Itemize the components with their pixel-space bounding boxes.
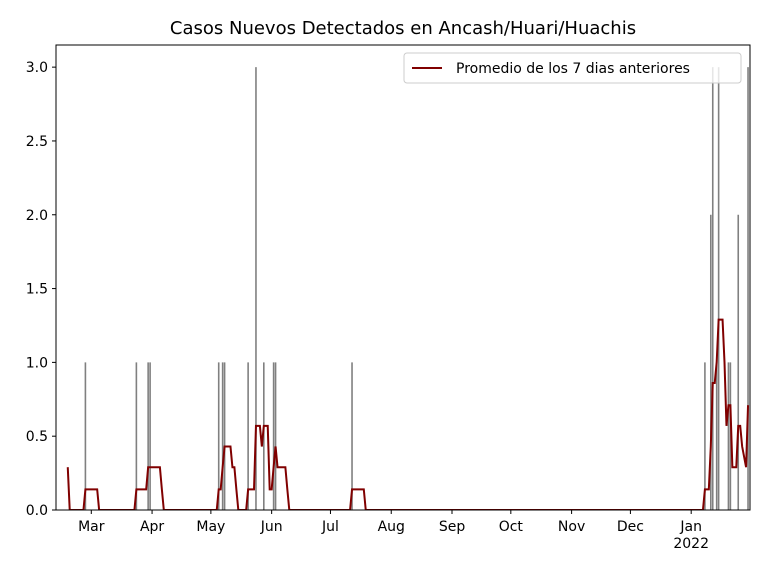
bar — [727, 362, 730, 510]
x-tick-label: Jan 2022 — [673, 519, 709, 552]
bar — [704, 362, 706, 510]
y-tick-label: 2.5 — [26, 134, 48, 150]
y-tick-label: 0.0 — [26, 503, 48, 519]
bar — [351, 362, 353, 510]
y-tick-label: 1.0 — [26, 355, 48, 371]
x-tick-label: Nov — [558, 519, 585, 535]
y-tick-label: 0.5 — [26, 429, 48, 445]
legend-box — [403, 52, 742, 84]
bar — [217, 362, 220, 510]
bar — [255, 67, 257, 510]
y-tick-label: 1.5 — [26, 282, 48, 298]
bar — [149, 362, 151, 510]
bar — [747, 67, 749, 510]
bar — [709, 214, 712, 510]
bar — [272, 362, 275, 510]
bar — [717, 67, 720, 510]
x-tick-label: May — [196, 519, 225, 535]
bar — [247, 362, 249, 510]
bar — [274, 362, 277, 510]
bar — [711, 67, 714, 510]
x-tick-label: Dec — [617, 519, 644, 535]
x-tick-label: Aug — [378, 519, 405, 535]
x-tick-label: Sep — [439, 519, 466, 535]
x-tick-label: Jun — [260, 519, 283, 535]
legend-label: Promedio de los 7 dias anteriores — [456, 61, 690, 77]
x-tick-label: Mar — [78, 519, 105, 535]
x-tick-label: Apr — [140, 519, 164, 535]
bar — [84, 362, 87, 510]
bar — [135, 362, 138, 510]
bar — [223, 362, 226, 510]
bar — [715, 362, 718, 510]
chart-title: Casos Nuevos Detectados en Ancash/Huari/… — [170, 18, 636, 39]
bar — [221, 362, 224, 510]
x-tick-label: Jul — [321, 519, 339, 535]
line — [66, 318, 750, 510]
bar — [737, 214, 740, 510]
axes-frame — [55, 44, 751, 511]
y-tick-label: 3.0 — [26, 60, 48, 76]
y-tick-label: 2.0 — [26, 208, 48, 224]
x-tick-label: Oct — [499, 519, 524, 535]
bar — [147, 362, 149, 510]
